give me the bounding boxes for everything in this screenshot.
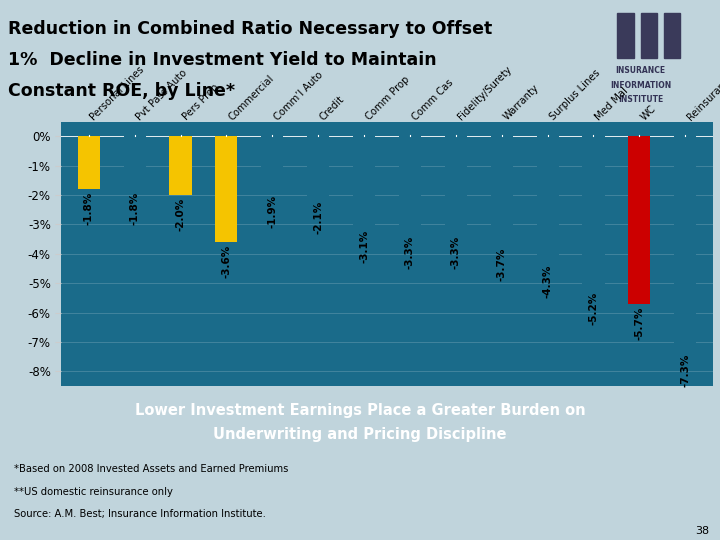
Text: Lower Investment Earnings Place a Greater Burden on: Lower Investment Earnings Place a Greate… — [135, 403, 585, 418]
Bar — [536, 136, 559, 262]
Text: Comm Prop: Comm Prop — [364, 75, 412, 123]
Text: -3.3%: -3.3% — [451, 235, 461, 269]
Text: Constant ROE, by Line*: Constant ROE, by Line* — [9, 82, 235, 100]
Bar — [169, 136, 192, 195]
Text: Underwriting and Pricing Discipline: Underwriting and Pricing Discipline — [213, 427, 507, 442]
Bar — [629, 136, 650, 304]
Text: Reinsurance**: Reinsurance** — [685, 65, 720, 123]
Text: -5.7%: -5.7% — [634, 306, 644, 340]
Text: -1.8%: -1.8% — [84, 192, 94, 225]
Text: 38: 38 — [695, 526, 709, 536]
Text: -3.3%: -3.3% — [405, 235, 415, 269]
Text: Credit: Credit — [318, 94, 346, 123]
Text: INSURANCE: INSURANCE — [616, 66, 665, 76]
Text: INFORMATION: INFORMATION — [610, 81, 671, 90]
Text: -2.0%: -2.0% — [176, 197, 186, 231]
Text: Comm Cas: Comm Cas — [410, 77, 455, 123]
Text: Personal Lines: Personal Lines — [89, 65, 147, 123]
Bar — [399, 136, 421, 233]
Bar — [674, 136, 696, 351]
Text: -2.1%: -2.1% — [313, 200, 323, 233]
Text: Med Mal: Med Mal — [593, 86, 630, 123]
Text: -1.9%: -1.9% — [267, 194, 277, 227]
Bar — [617, 14, 634, 58]
Text: Comm’l Auto: Comm’l Auto — [272, 70, 325, 123]
Text: INSTITUTE: INSTITUTE — [618, 95, 663, 104]
Text: 1%  Decline in Investment Yield to Maintain: 1% Decline in Investment Yield to Mainta… — [9, 51, 437, 69]
Text: Fidelity/Surety: Fidelity/Surety — [456, 65, 513, 123]
Text: Pvt Pass Auto: Pvt Pass Auto — [135, 68, 189, 123]
Text: -4.3%: -4.3% — [543, 265, 553, 298]
Text: -5.2%: -5.2% — [588, 292, 598, 325]
Text: -3.1%: -3.1% — [359, 230, 369, 263]
Bar — [215, 136, 238, 242]
Text: -3.6%: -3.6% — [221, 245, 231, 278]
Text: **US domestic reinsurance only: **US domestic reinsurance only — [14, 487, 174, 497]
Text: -1.8%: -1.8% — [130, 192, 140, 225]
Text: Commercial: Commercial — [226, 73, 276, 123]
Bar — [641, 14, 657, 58]
Bar — [78, 136, 100, 189]
Text: *Based on 2008 Invested Assets and Earned Premiums: *Based on 2008 Invested Assets and Earne… — [14, 464, 289, 474]
Text: Surplus Lines: Surplus Lines — [548, 68, 602, 123]
Text: Pers Prop: Pers Prop — [181, 83, 220, 123]
Text: Warranty: Warranty — [502, 83, 541, 123]
Text: -3.7%: -3.7% — [497, 247, 507, 281]
Text: Reduction in Combined Ratio Necessary to Offset: Reduction in Combined Ratio Necessary to… — [9, 20, 492, 38]
Text: Source: A.M. Best; Insurance Information Institute.: Source: A.M. Best; Insurance Information… — [14, 509, 266, 519]
Text: -7.3%: -7.3% — [680, 353, 690, 387]
Bar — [582, 136, 605, 289]
Bar — [124, 136, 145, 189]
Bar — [445, 136, 467, 233]
Bar — [353, 136, 375, 227]
Bar — [261, 136, 283, 192]
Bar — [491, 136, 513, 245]
Text: WC: WC — [639, 104, 658, 123]
Bar — [307, 136, 329, 198]
Bar — [664, 14, 680, 58]
